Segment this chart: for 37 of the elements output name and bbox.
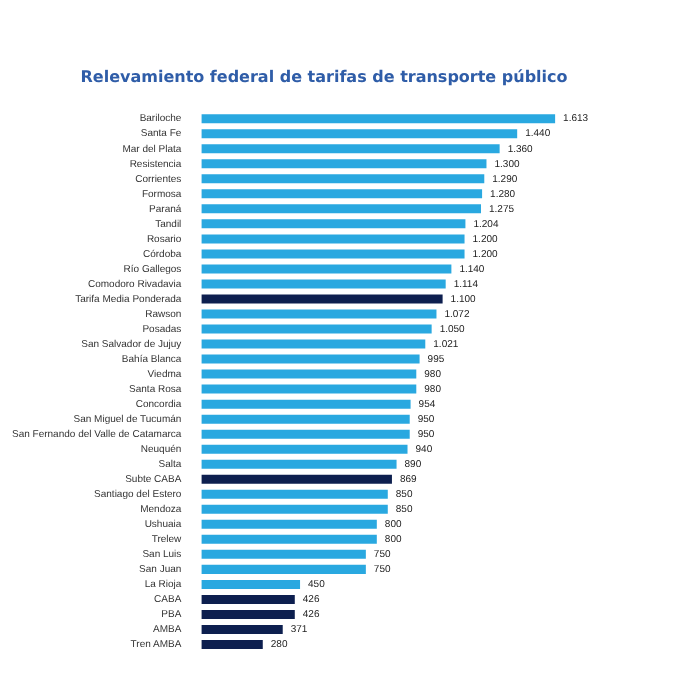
chart-title: Relevamiento federal de tarifas de transporte público [80, 67, 569, 86]
bar [201, 279, 446, 289]
bar [201, 504, 388, 514]
bar [201, 294, 443, 304]
bar [201, 159, 487, 169]
bar [201, 579, 301, 589]
bar [201, 444, 408, 454]
bar [201, 639, 263, 649]
bar [201, 414, 410, 424]
bar [201, 594, 295, 604]
bar [201, 534, 377, 544]
bar [201, 369, 417, 379]
bar [201, 114, 556, 124]
bar [201, 174, 485, 184]
bar [201, 339, 426, 349]
bar [201, 324, 432, 334]
bar [201, 519, 377, 529]
bar [201, 399, 411, 409]
bar [201, 234, 465, 244]
bar [201, 474, 392, 484]
bar [201, 144, 500, 154]
bar [201, 489, 388, 499]
bar [201, 609, 295, 619]
bar [201, 189, 483, 199]
bar [201, 354, 420, 364]
bar [201, 129, 518, 139]
bar [201, 459, 397, 469]
bar [201, 219, 466, 229]
bar [201, 624, 283, 634]
bar [201, 429, 410, 439]
bar [201, 384, 417, 394]
bar [201, 564, 366, 574]
bar [201, 264, 452, 274]
bar [201, 549, 366, 559]
bar [201, 249, 465, 259]
bar [201, 204, 481, 214]
bar [201, 309, 437, 319]
